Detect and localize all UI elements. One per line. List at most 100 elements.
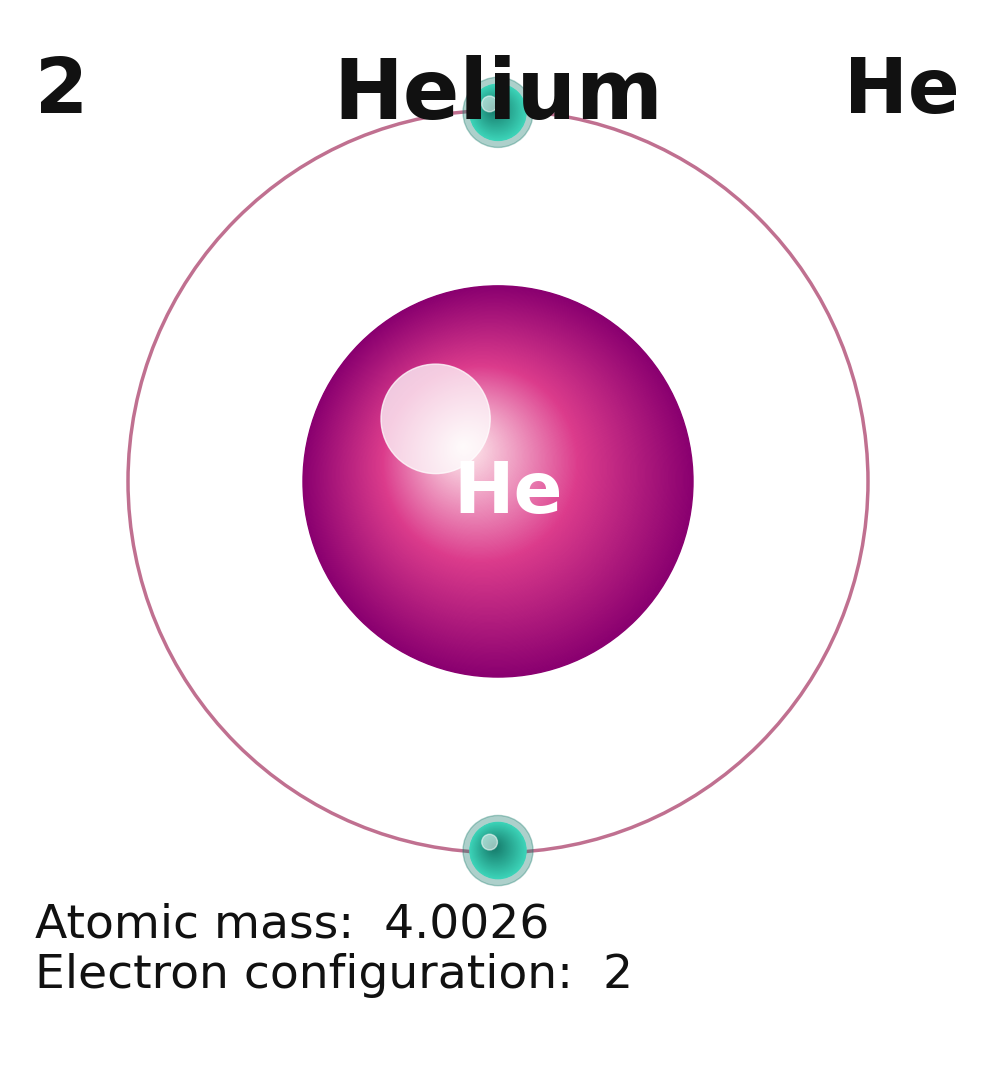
Circle shape xyxy=(483,835,509,861)
Circle shape xyxy=(484,98,508,122)
Circle shape xyxy=(322,305,666,650)
Circle shape xyxy=(493,846,495,847)
Text: He: He xyxy=(845,55,960,130)
Circle shape xyxy=(365,348,605,589)
Text: He: He xyxy=(453,459,563,528)
Circle shape xyxy=(481,95,512,126)
Circle shape xyxy=(395,378,561,544)
Circle shape xyxy=(480,833,513,865)
Circle shape xyxy=(490,842,499,852)
Circle shape xyxy=(481,833,512,864)
Circle shape xyxy=(479,832,514,866)
Circle shape xyxy=(471,824,524,877)
Circle shape xyxy=(463,815,533,886)
Circle shape xyxy=(477,92,516,131)
Circle shape xyxy=(341,324,638,623)
Circle shape xyxy=(411,394,538,522)
Circle shape xyxy=(474,826,520,873)
Circle shape xyxy=(444,428,489,473)
Circle shape xyxy=(339,321,642,626)
Circle shape xyxy=(321,303,667,651)
Circle shape xyxy=(479,832,514,866)
Circle shape xyxy=(470,823,525,878)
Circle shape xyxy=(486,100,505,119)
Circle shape xyxy=(483,97,508,123)
Circle shape xyxy=(305,287,690,675)
Circle shape xyxy=(482,96,510,124)
Circle shape xyxy=(429,413,511,495)
Circle shape xyxy=(437,420,500,483)
Circle shape xyxy=(476,828,518,870)
Circle shape xyxy=(488,841,501,853)
Circle shape xyxy=(487,102,503,117)
Circle shape xyxy=(487,839,503,855)
Circle shape xyxy=(318,301,671,656)
Circle shape xyxy=(479,94,514,127)
Circle shape xyxy=(471,85,525,139)
Circle shape xyxy=(473,826,522,874)
Circle shape xyxy=(454,437,475,459)
Circle shape xyxy=(470,823,526,879)
Circle shape xyxy=(481,834,511,863)
Circle shape xyxy=(488,103,501,116)
Circle shape xyxy=(414,397,533,516)
Circle shape xyxy=(474,827,520,873)
Circle shape xyxy=(434,417,504,488)
Circle shape xyxy=(489,841,500,853)
Circle shape xyxy=(356,339,618,600)
Text: 2: 2 xyxy=(35,55,88,130)
Circle shape xyxy=(377,361,586,570)
Circle shape xyxy=(486,100,504,119)
Circle shape xyxy=(421,405,523,507)
Circle shape xyxy=(310,293,682,666)
Circle shape xyxy=(477,91,517,131)
Circle shape xyxy=(460,444,466,449)
Circle shape xyxy=(441,424,494,477)
Circle shape xyxy=(476,828,518,870)
Text: Helium: Helium xyxy=(333,55,663,136)
Circle shape xyxy=(459,442,469,453)
Circle shape xyxy=(428,411,512,496)
Circle shape xyxy=(448,432,484,467)
Circle shape xyxy=(452,435,479,462)
Circle shape xyxy=(350,333,626,610)
Circle shape xyxy=(488,840,502,854)
Circle shape xyxy=(307,289,687,672)
Circle shape xyxy=(427,411,514,497)
Circle shape xyxy=(385,368,575,558)
Circle shape xyxy=(387,370,571,555)
Circle shape xyxy=(309,292,685,669)
Circle shape xyxy=(447,430,486,470)
Circle shape xyxy=(332,314,651,635)
Circle shape xyxy=(478,92,515,130)
Circle shape xyxy=(306,288,689,674)
Circle shape xyxy=(362,345,609,593)
Circle shape xyxy=(422,405,522,505)
Circle shape xyxy=(476,91,518,133)
Circle shape xyxy=(485,837,506,859)
Text: VectorStock®: VectorStock® xyxy=(25,1026,209,1053)
Circle shape xyxy=(439,422,497,481)
Circle shape xyxy=(389,373,569,552)
Circle shape xyxy=(433,417,505,489)
Circle shape xyxy=(475,89,520,134)
Circle shape xyxy=(378,362,584,567)
Circle shape xyxy=(353,336,622,606)
Circle shape xyxy=(492,106,497,111)
Circle shape xyxy=(483,97,509,123)
Circle shape xyxy=(486,838,505,858)
Circle shape xyxy=(331,314,652,636)
Circle shape xyxy=(349,332,627,611)
Circle shape xyxy=(372,355,594,578)
Circle shape xyxy=(489,842,500,852)
Circle shape xyxy=(446,430,487,471)
Circle shape xyxy=(415,399,531,514)
Circle shape xyxy=(413,396,534,517)
Circle shape xyxy=(485,837,506,859)
Circle shape xyxy=(323,306,664,648)
Circle shape xyxy=(335,318,648,632)
Circle shape xyxy=(339,322,641,625)
Circle shape xyxy=(489,104,500,114)
Circle shape xyxy=(384,367,576,559)
Circle shape xyxy=(397,380,557,541)
